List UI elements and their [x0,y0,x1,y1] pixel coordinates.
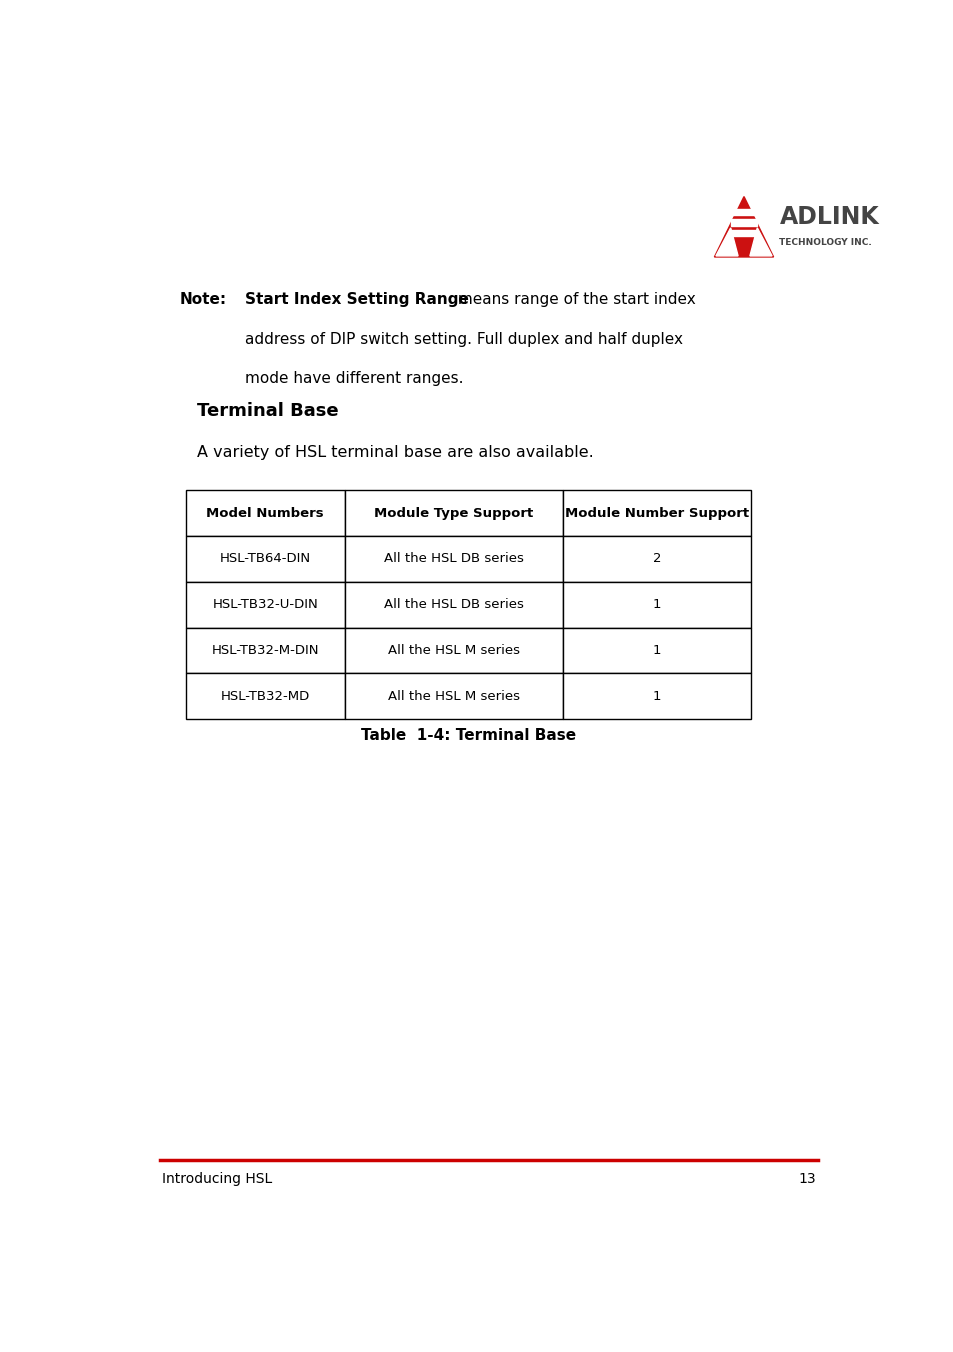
Text: 2: 2 [652,553,660,565]
Polygon shape [715,228,738,256]
Bar [186,627,344,673]
Text: Model Numbers: Model Numbers [206,507,324,519]
Text: TECHNOLOGY INC.: TECHNOLOGY INC. [779,238,871,247]
Text: 1: 1 [652,690,660,703]
Polygon shape [749,228,771,256]
Text: HSL-TB32-M-DIN: HSL-TB32-M-DIN [212,644,318,657]
Bar [344,491,562,535]
Bar [344,581,562,627]
Text: 1: 1 [652,644,660,657]
Text: All the HSL DB series: All the HSL DB series [383,598,523,611]
Text: Module Number Support: Module Number Support [564,507,748,519]
Text: 1: 1 [652,598,660,611]
Text: HSL-TB32-U-DIN: HSL-TB32-U-DIN [213,598,317,611]
Bar [186,535,344,581]
Text: A variety of HSL terminal base are also available.: A variety of HSL terminal base are also … [196,445,593,461]
Bar [562,673,751,719]
Bar [344,535,562,581]
Bar [562,535,751,581]
Text: Table  1-4: Terminal Base: Table 1-4: Terminal Base [360,727,576,742]
Text: HSL-TB32-MD: HSL-TB32-MD [220,690,310,703]
Text: Introducing HSL: Introducing HSL [162,1172,273,1186]
Bar [186,581,344,627]
Polygon shape [714,196,773,257]
Text: mode have different ranges.: mode have different ranges. [245,372,463,387]
Bar [562,581,751,627]
Bar [186,673,344,719]
Polygon shape [730,230,757,237]
Bar [562,627,751,673]
Text: HSL-TB64-DIN: HSL-TB64-DIN [219,553,311,565]
Text: means range of the start index: means range of the start index [453,292,696,307]
Text: Terminal Base: Terminal Base [196,402,338,419]
Polygon shape [730,210,757,215]
Text: All the HSL DB series: All the HSL DB series [383,553,523,565]
Text: ADLINK: ADLINK [779,206,879,230]
Text: Start Index Setting Range: Start Index Setting Range [245,292,468,307]
Bar [186,491,344,535]
Polygon shape [730,219,757,226]
Bar [562,491,751,535]
Bar [344,673,562,719]
Text: Module Type Support: Module Type Support [374,507,533,519]
Text: All the HSL M series: All the HSL M series [388,644,519,657]
Text: All the HSL M series: All the HSL M series [388,690,519,703]
Text: Note:: Note: [180,292,227,307]
Text: address of DIP switch setting. Full duplex and half duplex: address of DIP switch setting. Full dupl… [245,333,682,347]
Bar [344,627,562,673]
Text: 13: 13 [798,1172,815,1186]
